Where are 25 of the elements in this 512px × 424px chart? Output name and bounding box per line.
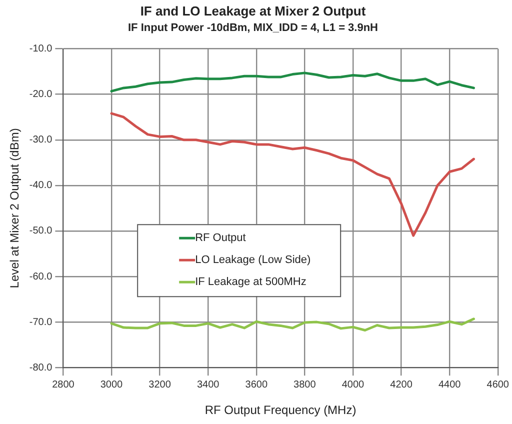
x-tick-label: 3400 (196, 379, 220, 390)
legend-label: RF Output (195, 232, 246, 244)
x-tick-label: 4000 (342, 379, 365, 390)
y-tick-label: -70.0 (29, 316, 53, 328)
y-tick-label: -10.0 (29, 44, 53, 55)
chart-subtitle: IF Input Power -10dBm, MIX_IDD = 4, L1 = 3.9nH (128, 22, 378, 34)
y-tick-label: -60.0 (29, 271, 53, 282)
x-tick-label: 4400 (438, 379, 462, 390)
x-tick-label: 3000 (100, 379, 124, 390)
x-tick-label: 2800 (52, 379, 75, 390)
y-tick-label: -50.0 (29, 226, 53, 237)
legend-label: IF Leakage at 500MHz (195, 276, 306, 288)
y-tick-label: -80.0 (29, 362, 53, 374)
legend-label: LO Leakage (Low Side) (195, 254, 311, 266)
x-tick-label: 3200 (148, 379, 172, 390)
x-tick-label: 4200 (390, 379, 413, 390)
x-tick-label: 4600 (486, 379, 510, 390)
y-tick-label: -20.0 (29, 89, 53, 100)
y-axis-title: Level at Mixer 2 Output (dBm) (8, 128, 22, 288)
x-tick-label: 3800 (294, 379, 316, 390)
y-tick-label: -40.0 (29, 180, 53, 192)
x-tick-label: 3600 (245, 379, 268, 390)
y-tick-label: -30.0 (29, 134, 53, 146)
x-axis-title: RF Output Frequency (MHz) (204, 403, 356, 418)
chart-title: IF and LO Leakage at Mixer 2 Output (140, 3, 366, 18)
